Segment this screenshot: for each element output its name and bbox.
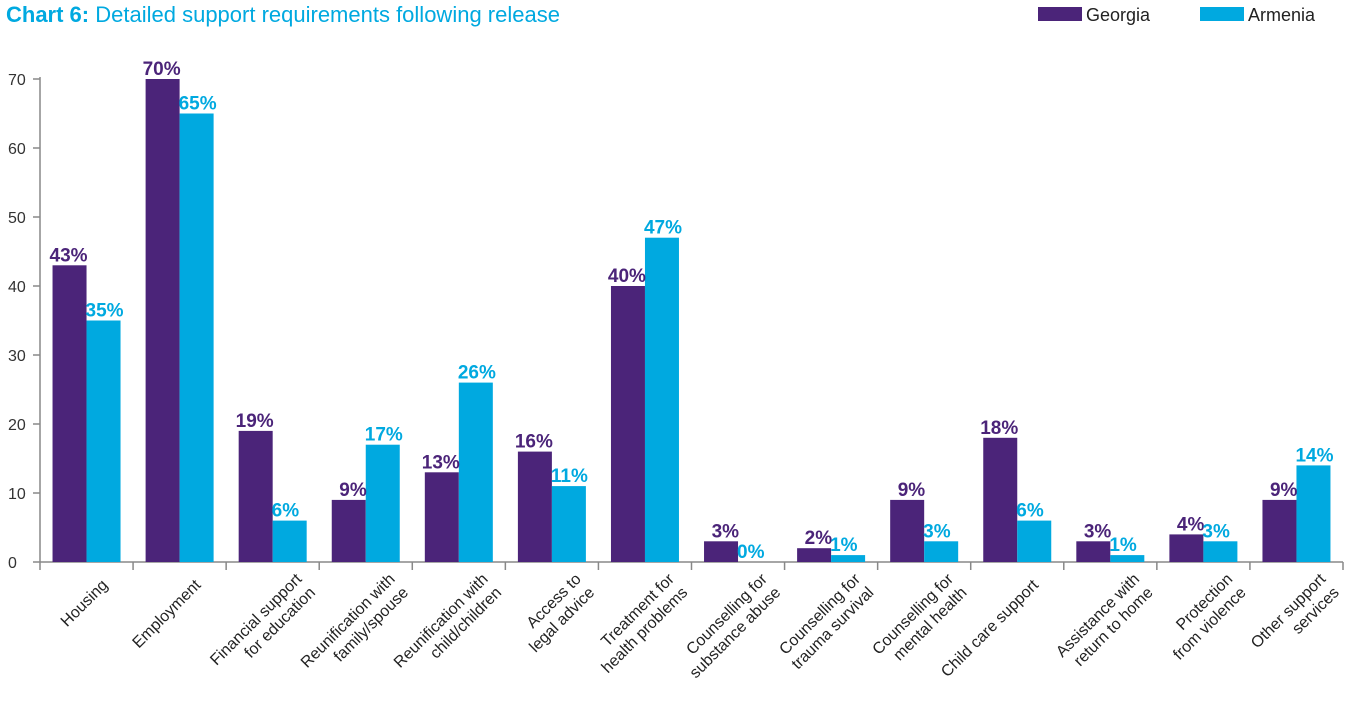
category-label: Other supportservices [1248,570,1343,665]
bar-georgia [518,452,552,562]
bar-armenia [1110,555,1144,562]
value-label-georgia: 3% [1084,521,1112,542]
category-label: Housing [58,577,112,631]
category-label: Employment [130,576,205,651]
bar-armenia [924,541,958,562]
category-label: Treatment forhealth problems [585,570,691,676]
y-tick-label: 10 [8,486,26,503]
y-tick-label: 50 [8,210,26,227]
bar-georgia [425,472,459,562]
bar-armenia [552,486,586,562]
value-label-armenia: 6% [1016,501,1044,522]
value-label-armenia: 11% [551,466,588,487]
value-label-armenia: 17% [365,425,403,446]
bar-georgia [53,265,87,562]
bar-georgia [890,500,924,562]
value-label-georgia: 9% [1270,480,1298,501]
legend-swatch-armenia [1200,7,1244,21]
chart-legend: Georgia Armenia [1038,5,1316,25]
category-label-line: Housing [58,577,112,631]
value-label-armenia: 65% [179,94,217,115]
bar-armenia [831,555,865,562]
category-label: Counselling forsubstance abuse [673,570,784,681]
category-label: Reunification withchild/children [391,571,505,685]
value-label-georgia: 13% [422,452,460,473]
bar-georgia [146,79,180,562]
legend-swatch-georgia [1038,7,1082,21]
value-label-armenia: 1% [1109,535,1137,556]
value-label-georgia: 40% [608,266,646,287]
value-label-georgia: 4% [1177,514,1205,535]
value-label-armenia: 0% [737,542,765,563]
value-label-georgia: 18% [980,418,1018,439]
y-tick-label: 0 [8,555,17,572]
value-label-georgia: 2% [805,528,833,549]
category-label-line: Employment [130,576,205,651]
legend-label-armenia: Armenia [1248,5,1316,25]
value-label-armenia: 1% [830,535,858,556]
value-label-georgia: 70% [143,59,181,80]
value-label-armenia: 14% [1295,445,1333,466]
category-label: Protectionfrom violence [1157,571,1250,664]
category-label: Reunification withfamily/spouse [298,571,412,685]
category-label: Access tolegal advice [513,571,598,656]
chart-category-labels: Housing Employment Financial supportfor ed… [58,570,1343,685]
legend-label-georgia: Georgia [1086,5,1151,25]
y-tick-label: 20 [8,417,26,434]
bar-georgia [797,548,831,562]
y-tick-label: 70 [8,72,26,89]
bar-armenia [1017,521,1051,562]
bar-georgia [332,500,366,562]
value-label-armenia: 3% [923,521,951,542]
bar-armenia [180,114,214,563]
value-label-georgia: 19% [236,411,274,432]
y-tick-label: 40 [8,279,26,296]
bar-georgia [983,438,1017,562]
value-label-georgia: 3% [712,521,740,542]
bar-armenia [459,383,493,562]
value-label-georgia: 9% [339,480,367,501]
bar-georgia [611,286,645,562]
category-label: Financial supportfor education [207,570,319,682]
y-tick-label: 30 [8,348,26,365]
value-label-armenia: 35% [86,301,124,322]
bar-armenia [366,445,400,562]
value-label-armenia: 26% [458,363,496,384]
bar-georgia [1076,541,1110,562]
bar-armenia [273,521,307,562]
bar-armenia [645,238,679,562]
chart-bars [53,79,1331,562]
bar-georgia [704,541,738,562]
value-label-georgia: 16% [515,432,553,453]
bar-georgia [239,431,273,562]
bar-armenia [87,321,121,563]
value-label-armenia: 6% [272,501,300,522]
bar-georgia [1169,534,1203,562]
bar-armenia [1203,541,1237,562]
value-label-armenia: 47% [644,218,682,239]
y-tick-label: 60 [8,141,26,158]
bar-armenia [1296,465,1330,562]
value-label-armenia: 3% [1202,521,1230,542]
category-label: Assistance withreturn to home [1053,571,1156,674]
bar-georgia [1262,500,1296,562]
category-label: Counselling fortrauma survival [775,570,878,673]
value-label-georgia: 9% [898,480,926,501]
value-label-georgia: 43% [50,245,88,266]
